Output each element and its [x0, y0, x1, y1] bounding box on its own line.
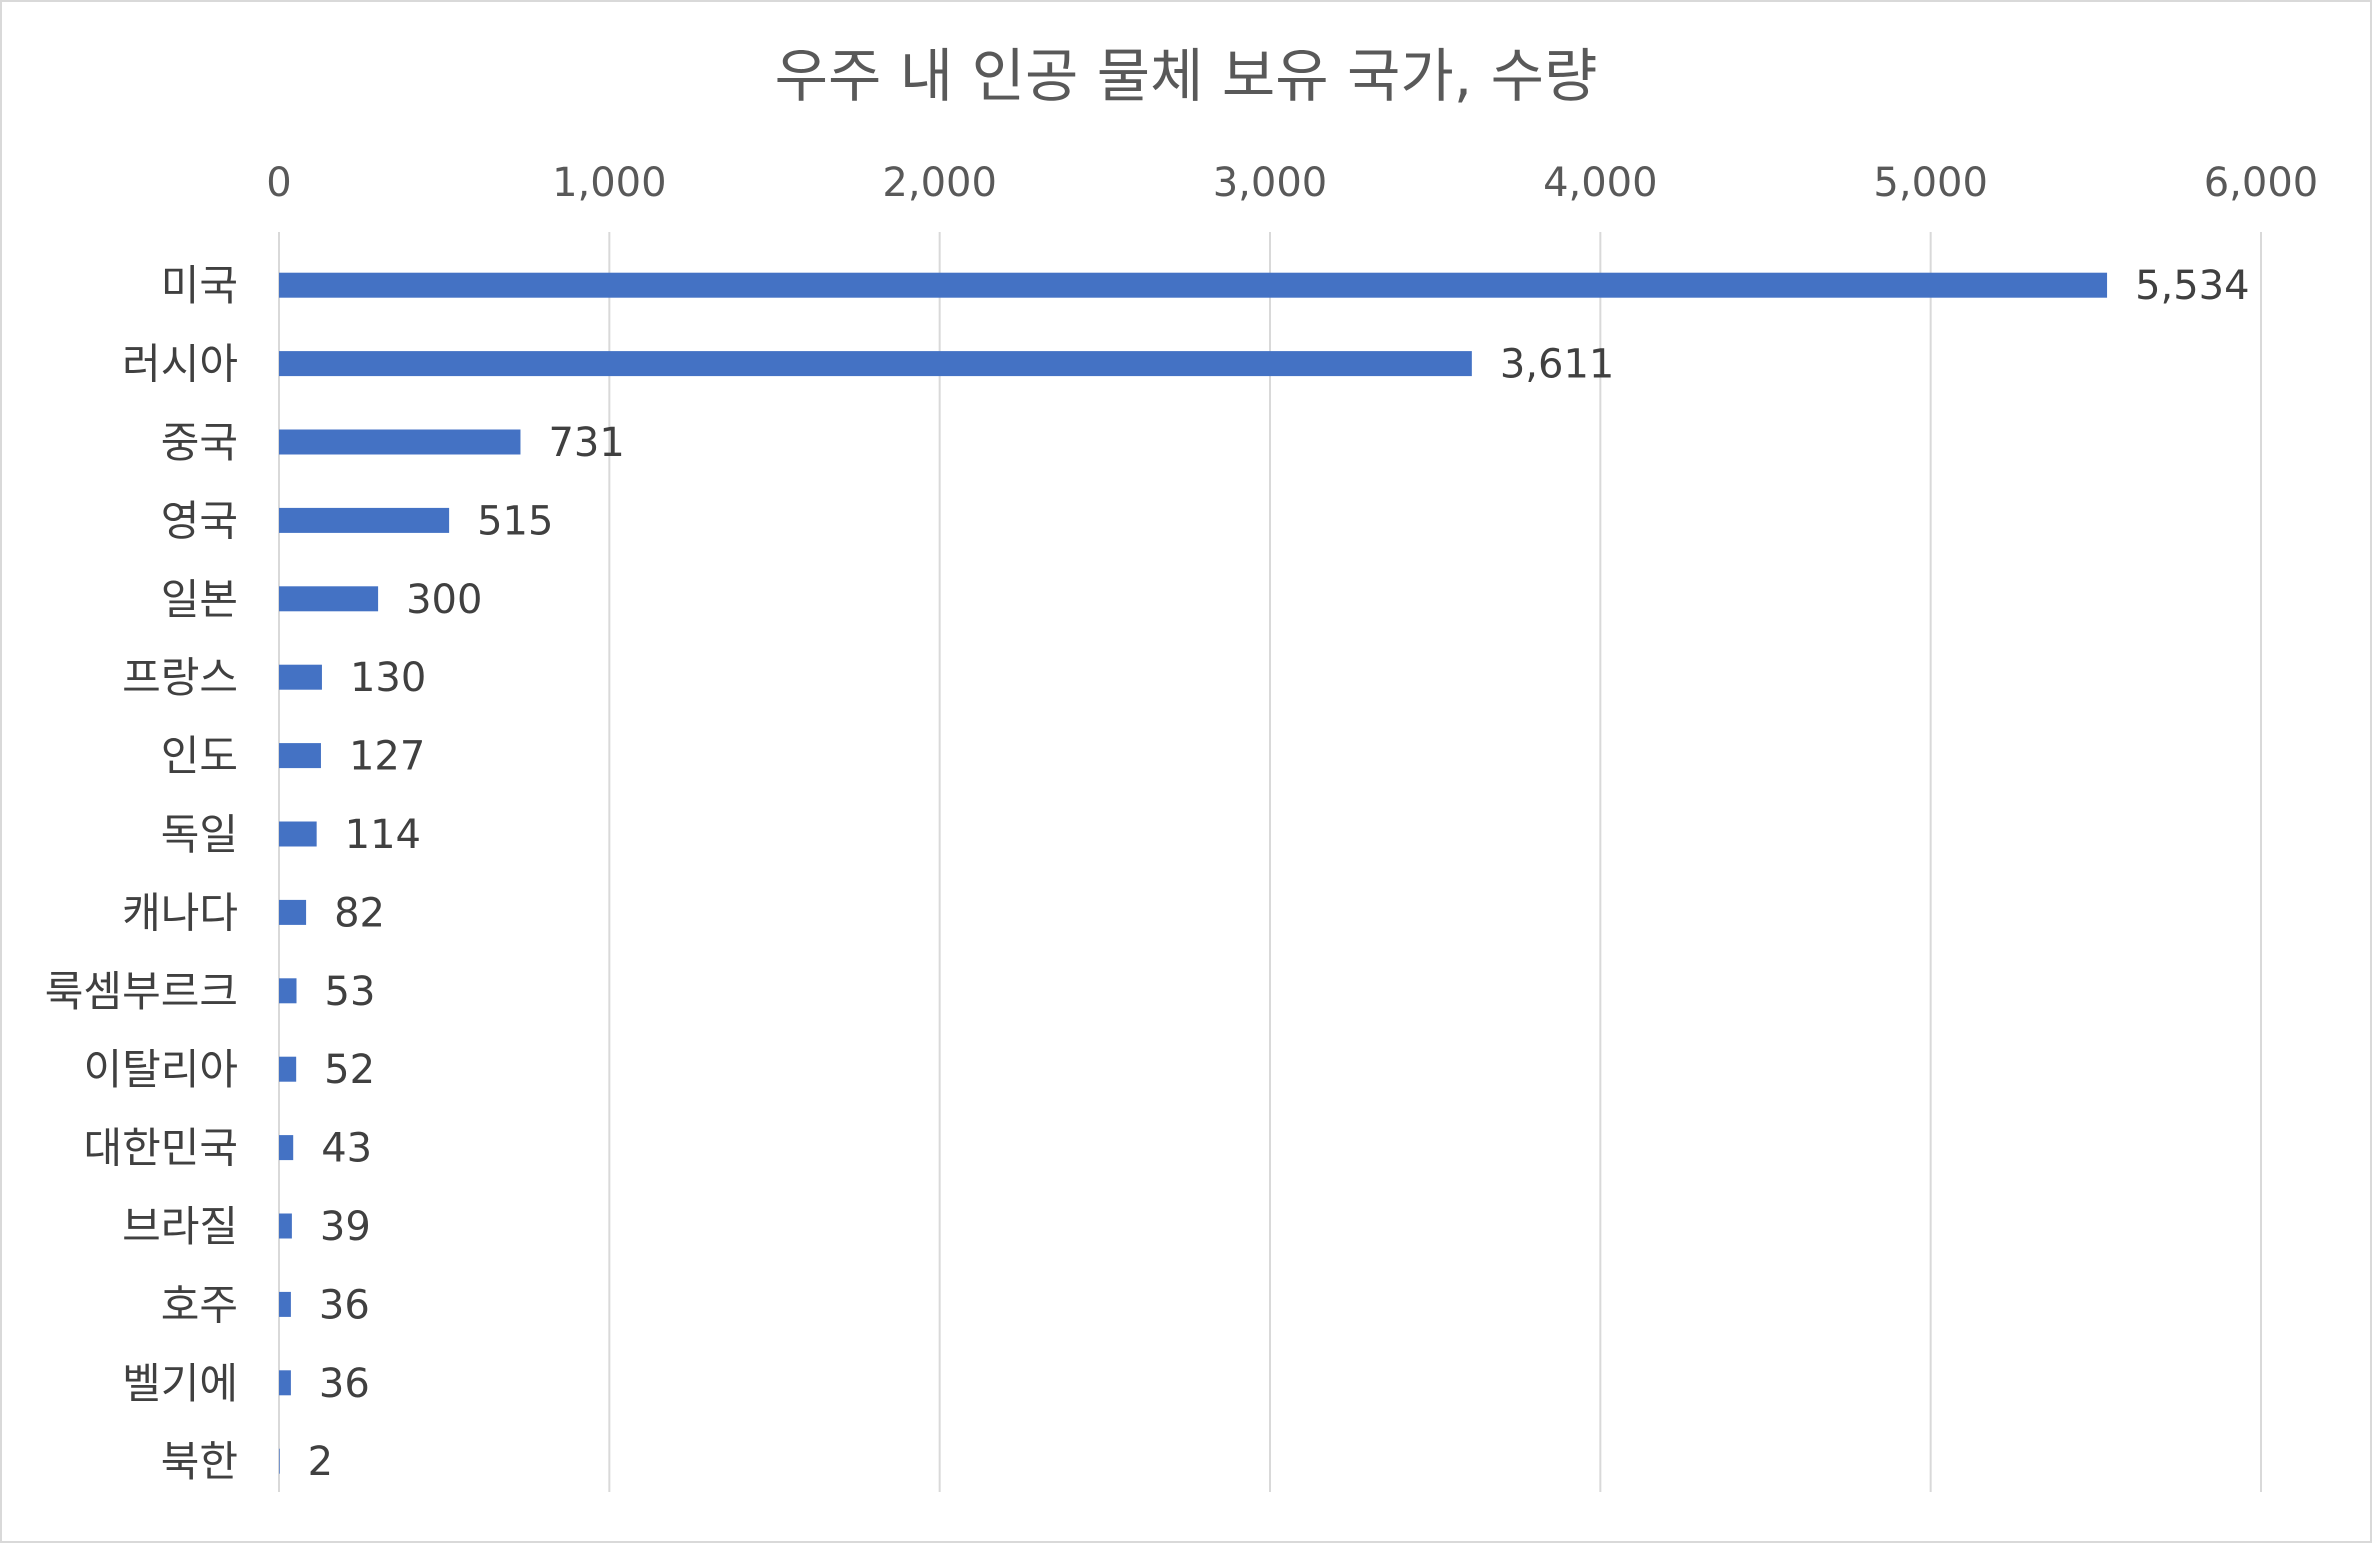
x-tick-label: 4,000 [1543, 160, 1658, 206]
bar [279, 507, 450, 533]
x-tick-label: 3,000 [1213, 160, 1328, 206]
chart-title: 우주 내 인공 물체 보유 국가, 수량 [775, 42, 1598, 110]
data-label: 39 [320, 1204, 371, 1250]
value-labels: 5,534 3,611 731 515 300 130 127 114 82 53 52 43 39 36… [308, 263, 2250, 1485]
bar [279, 899, 307, 925]
category-label: 대한민국 [83, 1124, 238, 1173]
bars [279, 272, 2108, 1474]
data-label: 52 [324, 1047, 375, 1093]
category-label: 미국 [161, 261, 238, 310]
category-label: 인도 [161, 732, 238, 781]
bar [279, 1135, 294, 1161]
data-label: 114 [345, 812, 421, 858]
category-label: 영국 [161, 496, 238, 545]
data-label: 36 [319, 1361, 370, 1407]
data-label: 731 [548, 420, 624, 466]
category-label: 러시아 [122, 340, 238, 389]
x-tick-label: 2,000 [882, 160, 997, 206]
bar [279, 272, 2108, 298]
bar [279, 1370, 291, 1396]
x-tick-label: 5,000 [1873, 160, 1988, 206]
x-axis-ticks: 0 1,000 2,000 3,000 4,000 5,000 6,000 [266, 160, 2318, 206]
data-label: 36 [319, 1282, 370, 1328]
data-label: 127 [349, 734, 425, 780]
bar [279, 1213, 292, 1239]
bar [279, 743, 321, 769]
bar [279, 821, 317, 847]
category-label: 일본 [161, 575, 238, 624]
category-label: 북한 [161, 1437, 238, 1486]
bar [279, 978, 297, 1004]
bar [279, 1448, 280, 1474]
category-label: 호주 [161, 1280, 238, 1329]
category-label: 캐나다 [122, 888, 238, 937]
x-tick-label: 6,000 [2204, 160, 2319, 206]
bar [279, 351, 1472, 377]
bar [279, 1291, 291, 1317]
bar [279, 664, 322, 690]
category-labels: 미국러시아중국영국일본프랑스인도독일캐나다룩셈부르크이탈리아대한민국브라질호주벨… [45, 261, 238, 1486]
x-tick-label: 1,000 [552, 160, 667, 206]
data-label: 130 [350, 655, 426, 701]
data-label: 53 [325, 969, 376, 1015]
category-label: 중국 [161, 418, 238, 467]
category-label: 벨기에 [122, 1359, 238, 1408]
data-label: 2 [308, 1439, 333, 1485]
data-label: 300 [406, 577, 482, 623]
category-label: 독일 [161, 810, 238, 859]
category-label: 룩셈부르크 [45, 967, 238, 1016]
category-label: 프랑스 [122, 653, 238, 702]
data-label: 43 [321, 1126, 372, 1172]
bar [279, 586, 379, 612]
bar [279, 1056, 297, 1082]
data-label: 5,534 [2135, 263, 2250, 309]
x-tick-label: 0 [266, 160, 291, 206]
data-label: 515 [477, 498, 553, 544]
bar [279, 429, 521, 455]
category-label: 이탈리아 [83, 1045, 238, 1094]
category-label: 브라질 [122, 1202, 238, 1251]
data-label: 3,611 [1500, 342, 1615, 388]
data-label: 82 [334, 890, 385, 936]
